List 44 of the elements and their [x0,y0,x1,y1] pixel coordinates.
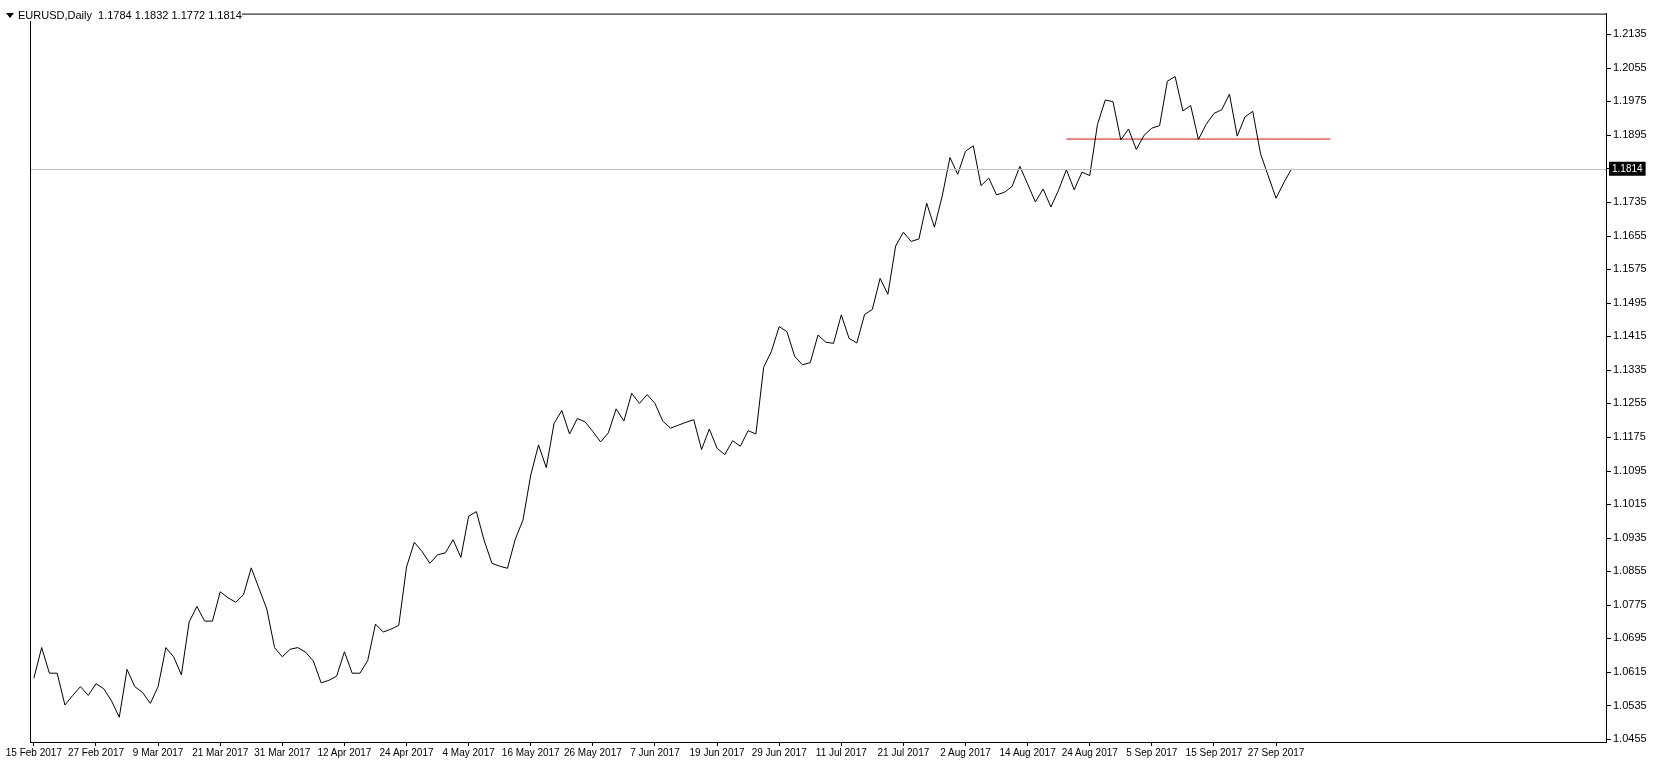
y-tick-label: 1.0775 [1613,597,1647,610]
y-tick-label: 1.0855 [1613,564,1647,577]
x-tick-label: 29 Jun 2017 [751,746,808,758]
x-tick-label: 26 May 2017 [563,746,623,758]
y-tick-label: 1.1095 [1613,463,1647,476]
y-tick-label: 1.0935 [1613,530,1647,543]
x-tick-label: 9 Mar 2017 [132,746,184,758]
y-tick-label: 1.0615 [1613,664,1647,677]
x-tick-label: 16 May 2017 [501,746,561,758]
y-tick-label: 1.1575 [1613,262,1647,275]
ref-line-label: 1.1814 [1612,162,1644,174]
y-tick-label: 1.1015 [1613,497,1647,510]
y-tick-label: 1.1255 [1613,396,1647,409]
x-tick-label: 2 Aug 2017 [940,746,992,758]
y-tick-label: 1.1495 [1613,295,1647,308]
x-tick-label: 12 Apr 2017 [317,746,372,758]
x-tick-label: 21 Jul 2017 [877,746,930,758]
y-tick-label: 1.2135 [1613,27,1647,40]
chart-title: EURUSD,Daily 1.1784 1.1832 1.1772 1.1814 [18,9,242,21]
y-tick-label: 1.1975 [1613,94,1647,107]
y-tick-label: 1.0695 [1613,631,1647,644]
x-tick-label: 31 Mar 2017 [254,746,311,758]
y-tick-label: 1.1895 [1613,127,1647,140]
x-tick-label: 24 Apr 2017 [379,746,434,758]
x-tick-label: 5 Sep 2017 [1126,746,1178,758]
x-tick-label: 15 Sep 2017 [1185,746,1243,758]
y-tick-label: 1.1175 [1613,429,1646,442]
x-tick-label: 27 Sep 2017 [1247,746,1305,758]
y-tick-label: 1.2055 [1613,60,1647,73]
y-tick-label: 1.1415 [1613,329,1647,342]
y-tick-label: 1.1655 [1613,228,1647,241]
y-tick-label: 1.0535 [1613,698,1647,711]
y-tick-label: 1.1735 [1613,195,1647,208]
x-tick-label: 7 Jun 2017 [630,746,681,758]
y-tick-label: 1.0455 [1613,732,1647,745]
x-tick-label: 4 May 2017 [442,746,496,758]
x-tick-label: 15 Feb 2017 [5,746,63,758]
x-tick-label: 19 Jun 2017 [689,746,746,758]
x-tick-label: 14 Aug 2017 [999,746,1057,758]
x-tick-label: 11 Jul 2017 [815,746,868,758]
x-tick-label: 27 Feb 2017 [67,746,125,758]
x-tick-label: 24 Aug 2017 [1061,746,1119,758]
y-tick-label: 1.1335 [1613,362,1647,375]
x-tick-label: 21 Mar 2017 [192,746,249,758]
